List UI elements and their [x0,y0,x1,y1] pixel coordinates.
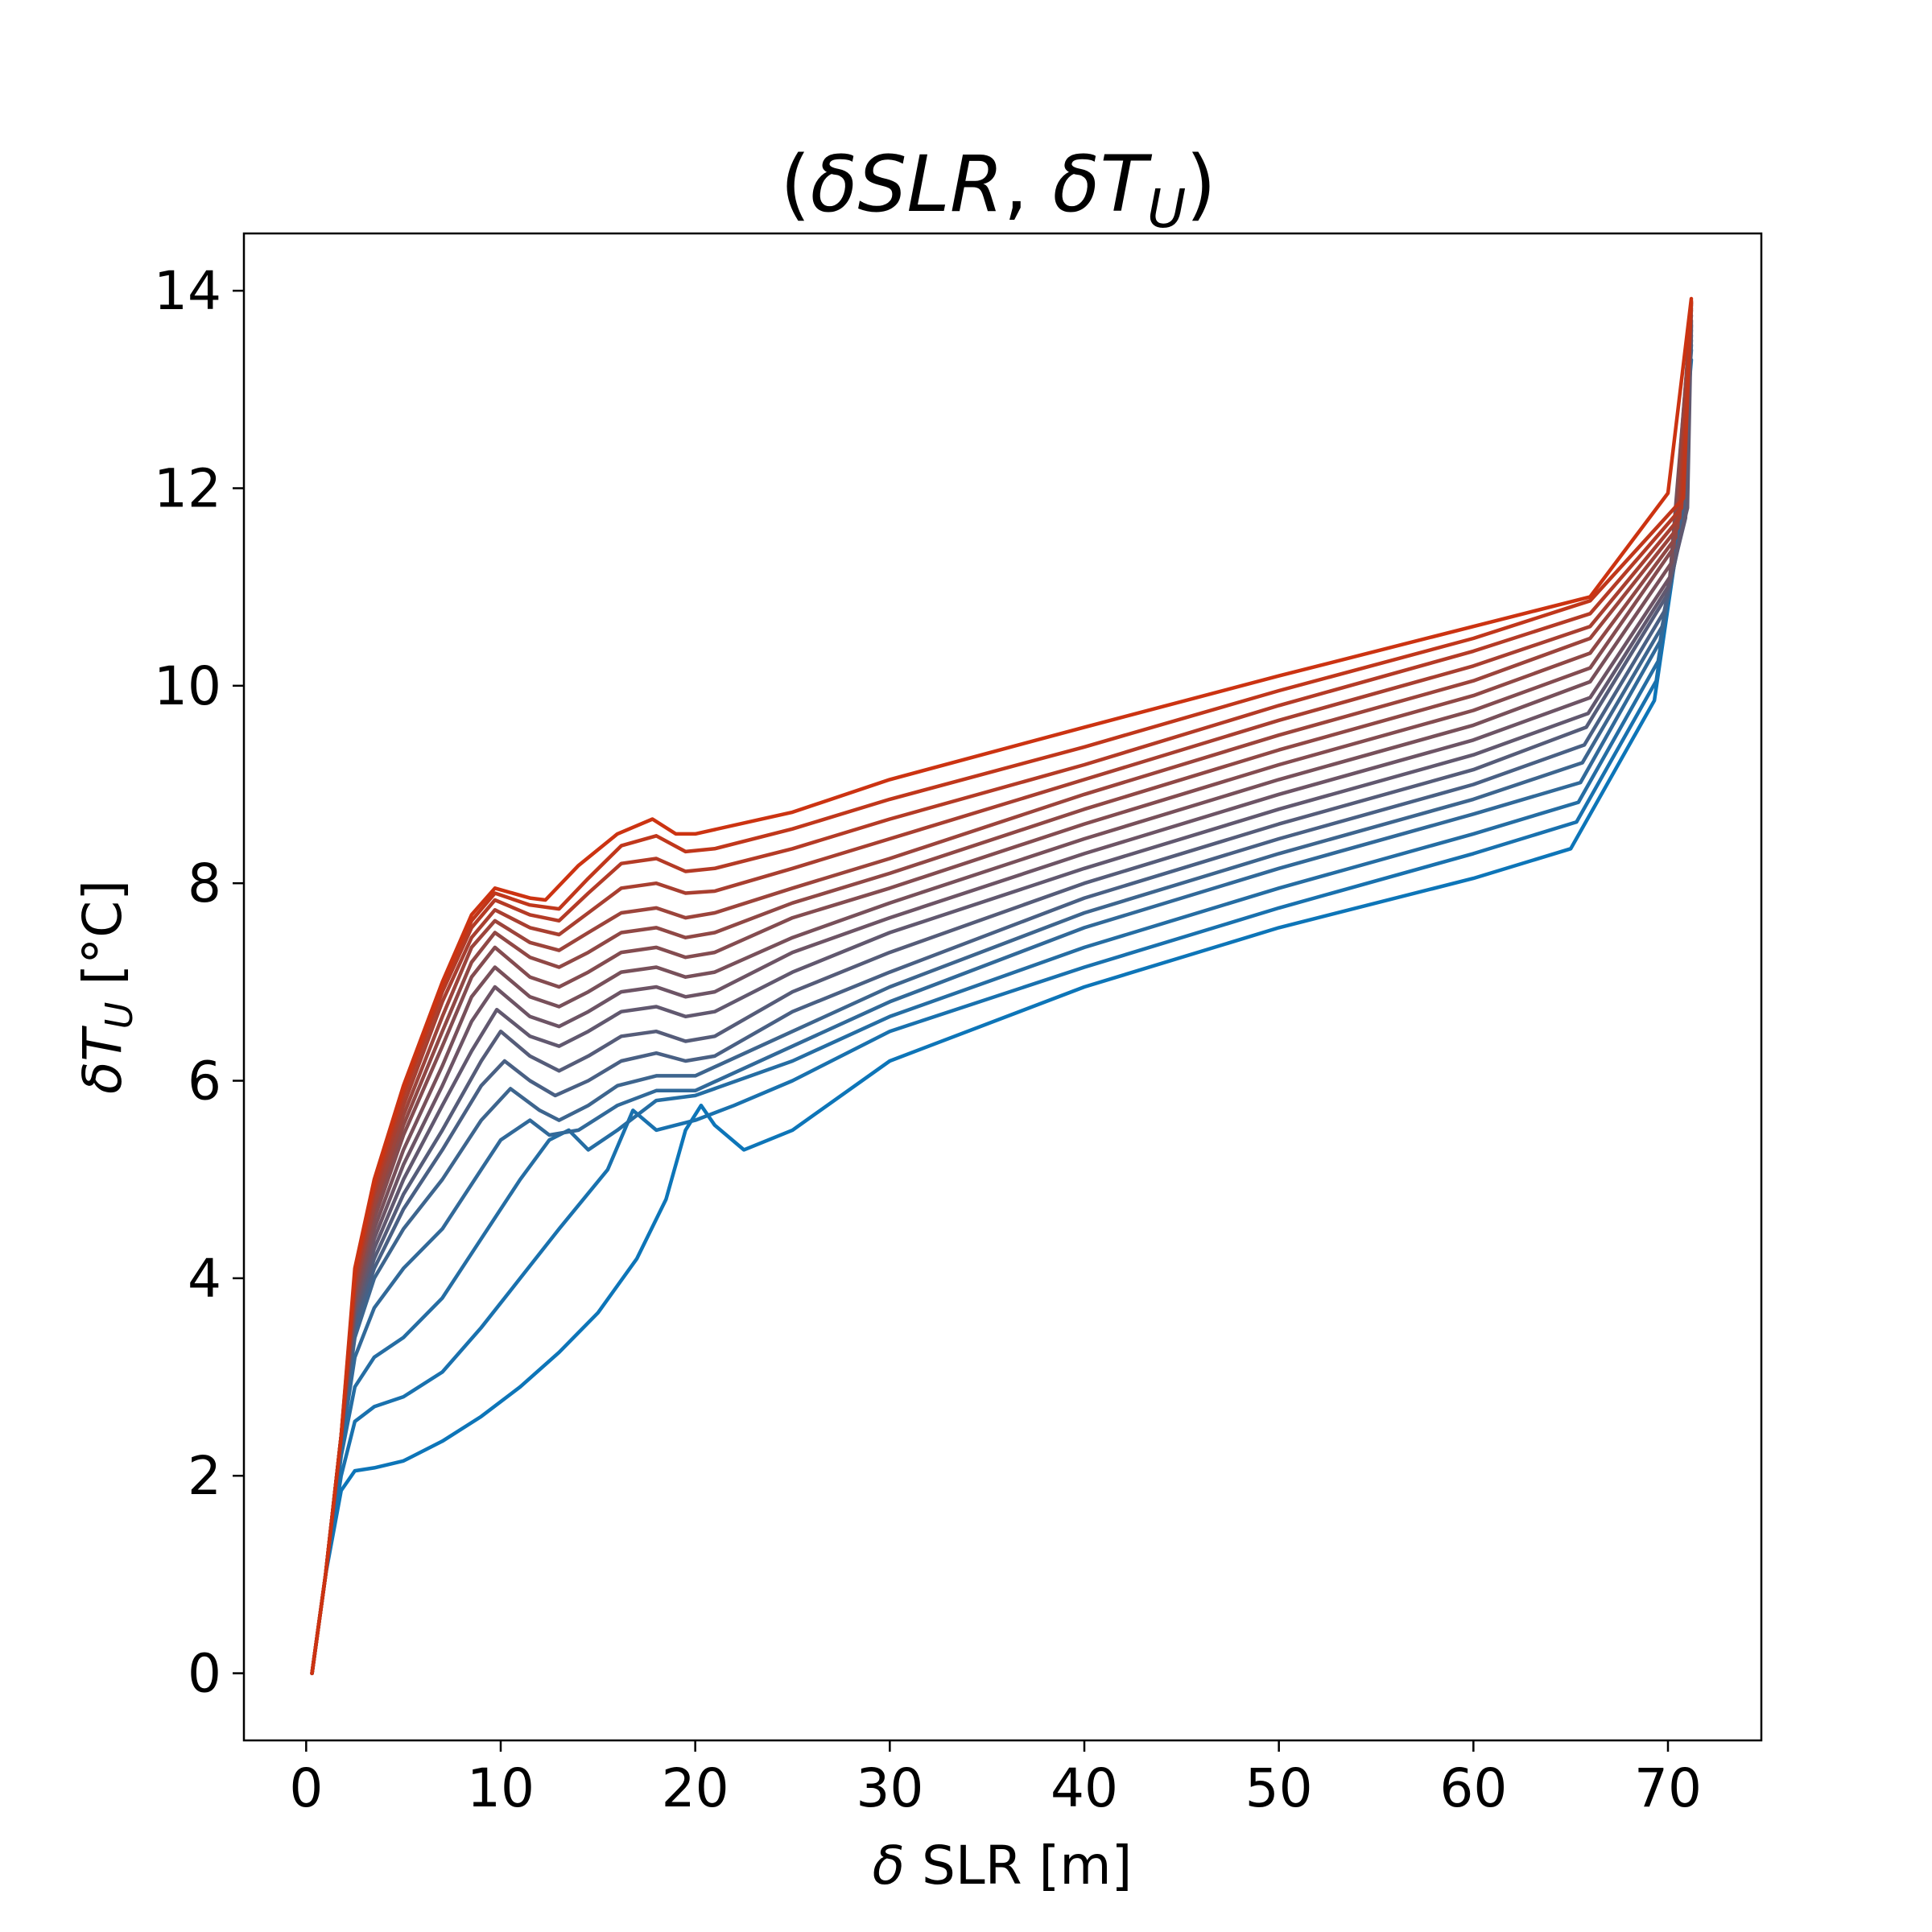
series-line-7 [310,323,1694,1675]
series-line-4 [310,338,1694,1675]
x-axis-label-prefix: δ [873,1835,905,1897]
chart-title: (δSLR, δTU) [780,139,1216,240]
x-tick-label: 50 [1245,1757,1313,1819]
series-line-1 [310,357,1694,1675]
series-layer [310,296,1694,1675]
x-tick-label: 10 [467,1757,535,1819]
y-tick-label: 14 [154,260,221,322]
series-line-6 [310,328,1694,1675]
y-axis-label-subscript: U [97,1002,141,1030]
y-axis-label-unit: [°C] [72,880,134,1002]
y-tick-label: 6 [188,1051,221,1113]
title-close: ) [1186,139,1216,229]
series-line-10 [310,308,1694,1675]
x-tick-label: 0 [289,1757,323,1819]
x-axis-ticks: 0 10 20 30 40 50 60 70 [289,1740,1702,1819]
series-line-2 [310,348,1694,1675]
series-line-9 [310,313,1694,1675]
x-tick-label: 70 [1634,1757,1702,1819]
title-sep: , [1004,139,1053,229]
title-var1: δSLR [811,139,1004,229]
x-tick-label: 60 [1439,1757,1507,1819]
series-line-11 [310,306,1694,1675]
plot-frame [242,232,1763,1742]
y-axis-ticks: 0 2 4 6 8 10 12 14 [154,260,244,1705]
y-tick-label: 10 [154,655,221,717]
series-line-3 [310,343,1694,1675]
series-line-17 [310,296,1694,1675]
x-tick-label: 40 [1051,1757,1118,1819]
x-axis-label: δ SLR [m] [873,1835,1133,1897]
y-tick-label: 2 [188,1445,221,1507]
title-subscript: U [1147,178,1186,240]
y-tick-label: 4 [188,1248,221,1310]
y-tick-label: 0 [188,1643,221,1705]
y-axis-label: δTU [°C] [72,880,141,1094]
x-tick-label: 30 [856,1757,923,1819]
title-var2: δT [1053,139,1153,229]
series-line-8 [310,318,1694,1675]
y-tick-label: 8 [188,852,221,914]
series-line-13 [310,301,1694,1675]
x-tick-label: 20 [662,1757,729,1819]
y-tick-label: 12 [154,457,221,519]
title-open: ( [780,139,810,229]
series-line-5 [310,333,1694,1675]
x-axis-label-text: SLR [m] [905,1835,1132,1897]
y-axis-label-var: δT [72,1026,134,1094]
